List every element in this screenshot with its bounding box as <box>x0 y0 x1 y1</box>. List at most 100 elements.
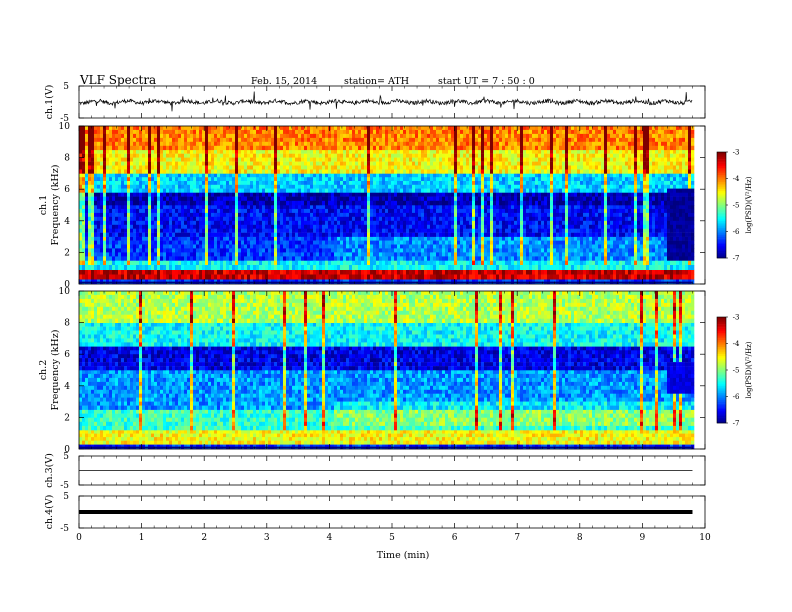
spectrogram-cell <box>193 185 196 189</box>
spectrogram-cell <box>154 201 157 206</box>
spectrogram-cell <box>310 154 313 158</box>
spectrogram-cell <box>448 173 451 177</box>
spectrogram-cell <box>160 158 163 162</box>
spectrogram-cell <box>289 173 292 177</box>
spectrogram-cell <box>307 138 310 142</box>
spectrogram-cell <box>268 256 271 260</box>
spectrogram-cell <box>151 213 154 217</box>
spectrogram-cell <box>391 260 394 265</box>
spectrogram-cell <box>280 217 283 221</box>
spectrogram-cell <box>202 229 205 233</box>
spectrogram-cell <box>100 166 103 170</box>
spectrogram-cell <box>370 225 373 229</box>
spectrogram-cell <box>376 189 379 193</box>
spectrogram-cell <box>157 270 160 275</box>
spectrogram-cell <box>262 166 265 170</box>
spectrogram-cell <box>385 275 388 280</box>
spectrogram-cell <box>313 233 316 237</box>
spectrogram-cell <box>196 185 199 189</box>
spectrogram-cell <box>217 189 220 193</box>
spectrogram-cell <box>286 142 289 146</box>
spectrogram-cell <box>412 181 415 185</box>
spectrogram-cell <box>391 209 394 213</box>
spectrogram-cell <box>274 248 277 252</box>
spectrogram-cell <box>268 146 271 150</box>
spectrogram-cell <box>274 142 277 146</box>
spectrogram-cell <box>247 225 250 229</box>
spectrogram-cell <box>211 146 214 150</box>
spectrogram-cell <box>97 237 100 241</box>
spectrogram-cell <box>358 189 361 193</box>
spectrogram-cell <box>193 229 196 233</box>
spectrogram-cell <box>145 154 148 158</box>
spectrogram-cell <box>325 126 328 130</box>
spectrogram-cell <box>322 173 325 177</box>
spectrogram-cell <box>325 138 328 142</box>
spectrogram-cell <box>286 146 289 150</box>
spectrogram-cell <box>169 177 172 181</box>
spectrogram-cell <box>424 126 427 130</box>
spectrogram-cell <box>88 260 91 265</box>
spectrogram-cell <box>103 248 106 252</box>
spectrogram-cell <box>235 209 238 213</box>
spectrogram-cell <box>112 192 115 197</box>
panels-group: 5-5ch.1(V)0246810ch.1 Frequency (kHz)-3-4… <box>38 82 753 543</box>
spectrogram-cell <box>178 154 181 158</box>
spectrogram-cell <box>130 181 133 185</box>
spectrogram-cell <box>193 233 196 237</box>
spectrogram-cell <box>295 217 298 221</box>
spectrogram-cell <box>115 192 118 197</box>
spectrogram-cell <box>433 248 436 252</box>
spectrogram-cell <box>229 162 232 166</box>
spectrogram-cell <box>346 134 349 138</box>
spectrogram-cell <box>412 170 415 174</box>
spectrogram-cell <box>292 158 295 162</box>
spectrogram-cell <box>280 229 283 233</box>
spectrogram-cell <box>106 229 109 233</box>
spectrogram-cell <box>247 130 250 134</box>
spectrogram-cell <box>103 201 106 206</box>
spectrogram-cell <box>175 192 178 197</box>
spectrogram-cell <box>103 213 106 217</box>
spectrogram-cell <box>232 275 235 280</box>
spectrogram-cell <box>232 150 235 154</box>
spectrogram-cell <box>310 177 313 181</box>
spectrogram-cell <box>337 185 340 189</box>
spectrogram-cell <box>289 130 292 134</box>
spectrogram-cell <box>322 229 325 233</box>
spectrogram-cell <box>385 256 388 260</box>
spectrogram-cell <box>424 192 427 197</box>
spectrogram-cell <box>262 205 265 209</box>
spectrogram-cell <box>169 209 172 213</box>
spectrogram-cell <box>88 150 91 154</box>
spectrogram-cell <box>316 209 319 213</box>
spectrogram-cell <box>265 201 268 206</box>
spectrogram-cell <box>358 213 361 217</box>
spectrogram-cell <box>274 170 277 174</box>
spectrogram-cell <box>229 209 232 213</box>
spectrogram-cell <box>358 181 361 185</box>
spectrogram-cell <box>202 146 205 150</box>
spectrogram-cell <box>85 241 88 245</box>
spectrogram-cell <box>241 217 244 221</box>
spectrogram-cell <box>313 245 316 249</box>
spectrogram-cell <box>103 256 106 260</box>
spectrogram-cell <box>289 166 292 170</box>
spectrogram-cell <box>238 177 241 181</box>
spectrogram-cell <box>400 130 403 134</box>
spectrogram-cell <box>352 177 355 181</box>
spectrogram-cell <box>145 225 148 229</box>
spectrogram-cell <box>394 233 397 237</box>
spectrogram-cell <box>280 192 283 197</box>
spectrogram-cell <box>169 265 172 270</box>
spectrogram-cell <box>316 130 319 134</box>
spectrogram-cell <box>421 185 424 189</box>
spectrogram-cell <box>250 130 253 134</box>
spectrogram-cell <box>124 209 127 213</box>
spectrogram-cell <box>211 245 214 249</box>
spectrogram-cell <box>247 126 250 130</box>
spectrogram-cell <box>190 237 193 241</box>
spectrogram-cell <box>190 241 193 245</box>
spectrogram-cell <box>283 197 286 202</box>
spectrogram-cell <box>280 209 283 213</box>
